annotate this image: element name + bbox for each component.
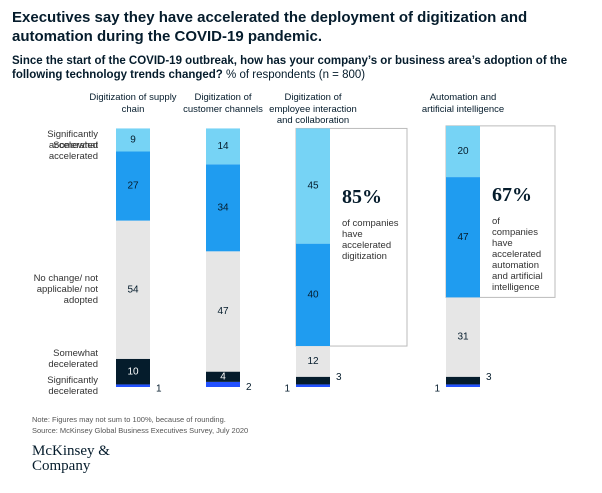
value-label: 34 [217, 202, 229, 213]
value-label: 40 [307, 289, 319, 300]
bar-segment [446, 297, 480, 377]
legend-label: Significantly decelerated [47, 374, 98, 397]
bar-segment [116, 151, 150, 221]
category-label: Digitization of supply chain [89, 92, 177, 115]
value-label: 20 [457, 146, 469, 157]
value-label: 10 [127, 366, 139, 377]
category-label: Digitization of employee interaction and… [269, 92, 357, 126]
subtitle-text: Since the start of the COVID-19 outbreak… [12, 55, 568, 81]
annotation-text: of companies have accelerated digitizati… [342, 218, 399, 263]
annotation-value: 67% [492, 183, 532, 206]
value-label: 1 [156, 383, 162, 394]
value-label: 27 [127, 181, 139, 192]
bar-segment [116, 220, 150, 359]
bar-segment [296, 376, 330, 385]
logo: McKinsey & Company [32, 443, 110, 474]
bar-segment [296, 346, 330, 377]
value-label: 47 [217, 306, 229, 317]
bar-segment [206, 164, 240, 252]
value-label: 14 [217, 141, 229, 152]
value-label: 1 [284, 383, 290, 394]
bar-segment [296, 243, 330, 347]
value-label: 1 [434, 383, 440, 394]
bar-segment [446, 177, 480, 298]
bar-segment [206, 251, 240, 372]
bar-segment [116, 384, 150, 387]
note: Note: Figures may not sum to 100%, becau… [32, 415, 226, 424]
legend-label: Somewhat decelerated [48, 347, 98, 370]
legend-label: Somewhat accelerated [48, 140, 98, 163]
annotation-text: of companies have accelerated automation… [492, 215, 543, 293]
chart-title: Executives say they have accelerated the… [12, 9, 528, 45]
bar-segment [446, 384, 480, 387]
bar-segment [296, 384, 330, 387]
value-label: 54 [127, 284, 139, 295]
bar-segment [206, 381, 240, 387]
value-label: 3 [486, 372, 492, 383]
bar-segment [296, 128, 330, 244]
value-label: 9 [130, 135, 136, 146]
legend-label: No change/ not applicable/ not adopted [33, 273, 98, 307]
source: Source: McKinsey Global Business Executi… [32, 426, 249, 435]
bar-segment [206, 371, 240, 382]
bar-segment [446, 125, 480, 178]
value-label: 4 [220, 371, 226, 382]
legend-label: Significantly accelerated [47, 128, 98, 151]
subtitle: Since the start of the COVID-19 outbreak… [12, 54, 587, 82]
bar-segment [446, 376, 480, 385]
value-label: 12 [307, 356, 319, 367]
category-label: Digitization of customer channels [183, 92, 263, 115]
subtitle-note: % of respondents (n = 800) [226, 69, 366, 81]
bar-segment [206, 128, 240, 165]
value-label: 31 [457, 332, 469, 343]
value-label: 2 [246, 382, 252, 393]
bar-segment [116, 358, 150, 385]
value-label: 45 [307, 181, 319, 192]
bar-segment [116, 128, 150, 152]
category-label: Automation and artificial intelligence [421, 92, 505, 115]
value-label: 47 [457, 232, 469, 243]
value-label: 3 [336, 372, 342, 383]
annotation-value: 85% [342, 186, 382, 209]
